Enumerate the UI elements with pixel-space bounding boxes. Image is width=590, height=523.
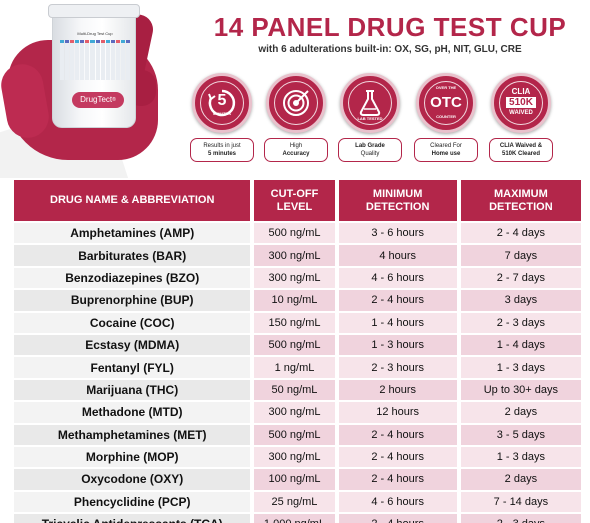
caption-accuracy: High Accuracy	[264, 138, 328, 162]
max-detection-cell: 3 - 5 days	[460, 424, 581, 445]
clia-seal-icon	[499, 81, 543, 125]
table-row: Tricyclic Antidepressants (TCA)1,000 ng/…	[14, 514, 581, 523]
cutoff-cell: 150 ng/mL	[254, 312, 335, 333]
drug-detection-table: DRUG NAME & ABBREVIATION CUT-OFF LEVEL M…	[10, 178, 585, 523]
min-detection-cell: 3 - 6 hours	[338, 223, 457, 244]
test-strips	[60, 40, 131, 80]
min-detection-cell: 4 - 6 hours	[338, 491, 457, 513]
cutoff-cell: 50 ng/mL	[254, 379, 335, 401]
table-row: Buprenorphine (BUP) 10 ng/mL 2 - 4 hours 3 …	[14, 290, 581, 311]
table-row: Benzodiazepines (BZO) 300 ng/mL 4 - 6 hour…	[14, 267, 581, 289]
table-row: Fentanyl (FYL) 1 ng/mL 2 - 3 hours 1 - 3 da…	[14, 357, 581, 378]
header-drug-name: DRUG NAME & ABBREVIATION	[14, 180, 251, 221]
table-row: Cocaine (COC) 150 ng/mL 1 - 4 hours 2 - 3 d…	[14, 312, 581, 333]
table-row: Oxycodone (OXY) 100 ng/mL 2 - 4 hours 2 day…	[14, 469, 581, 490]
test-cup-lid	[48, 4, 140, 18]
header-max-detection: MAXIMUM DETECTION	[460, 180, 581, 221]
drug-name-cell: Morphine (MOP)	[14, 446, 251, 468]
min-detection-cell: 2 - 4 hours	[338, 424, 457, 445]
drug-name-cell: Cocaine (COC)	[14, 312, 251, 333]
drug-name-cell: Barbiturates (BAR)	[14, 245, 251, 266]
table-row: Methamphetamines (MET) 500 ng/mL 2 - 4 hou…	[14, 424, 581, 445]
drug-name-cell: Methamphetamines (MET)	[14, 424, 251, 445]
max-detection-cell: 2 - 7 days	[460, 267, 581, 289]
table-row: Marijuana (THC) 50 ng/mL 2 hours Up to 30+ …	[14, 379, 581, 401]
drug-name-cell: Tricyclic Antidepressants (TCA)	[14, 514, 251, 523]
table-row: Barbiturates (BAR) 300 ng/mL 4 hours 7 days	[14, 245, 581, 266]
badge-5-minutes: 5 MINUTES	[192, 73, 252, 133]
min-detection-cell: 4 hours	[338, 245, 457, 266]
product-photo: Multi-Drug Test Cup DrugTect®	[0, 0, 175, 178]
page-title: 14 PANEL DRUG TEST CUP	[213, 12, 567, 42]
badge-lab-tested: LAB TESTED	[340, 73, 400, 133]
caption-5-minutes: Results in just 5 minutes	[190, 138, 254, 162]
table-row: Ecstasy (MDMA) 500 ng/mL 1 - 3 hours 1 - 4 …	[14, 334, 581, 356]
max-detection-cell: 7 - 14 days	[460, 491, 581, 513]
cutoff-cell: 500 ng/mL	[254, 334, 335, 356]
drug-name-cell: Ecstasy (MDMA)	[14, 334, 251, 356]
table-header-row: DRUG NAME & ABBREVIATION CUT-OFF LEVEL M…	[14, 180, 581, 221]
drug-name-cell: Phencyclidine (PCP)	[14, 491, 251, 513]
table-row: Amphetamines (AMP) 500 ng/mL 3 - 6 hours 2 …	[14, 223, 581, 244]
cutoff-cell: 500 ng/mL	[254, 424, 335, 445]
cutoff-cell: 300 ng/mL	[254, 446, 335, 468]
badge-otc: OVER THE OTC COUNTER	[416, 73, 476, 133]
caption-clia: CLIA Waived & 510K Cleared	[489, 138, 553, 162]
cutoff-cell: 300 ng/mL	[254, 245, 335, 266]
drug-name-cell: Fentanyl (FYL)	[14, 357, 251, 378]
cutoff-cell: 100 ng/mL	[254, 469, 335, 490]
otc-seal-icon	[424, 81, 468, 125]
timer-5-minutes-icon	[208, 89, 236, 117]
max-detection-cell: 2 - 3 days	[460, 514, 581, 523]
drug-name-cell: Benzodiazepines (BZO)	[14, 267, 251, 289]
max-detection-cell: 2 - 4 days	[460, 223, 581, 244]
min-detection-cell: 2 - 4 hours	[338, 446, 457, 468]
max-detection-cell: 1 - 3 days	[460, 357, 581, 378]
min-detection-cell: 2 - 4 hours	[338, 514, 457, 523]
min-detection-cell: 2 - 3 hours	[338, 357, 457, 378]
max-detection-cell: 2 days	[460, 469, 581, 490]
table-row: Phencyclidine (PCP) 25 ng/mL 4 - 6 hours 7 …	[14, 491, 581, 513]
drug-name-cell: Amphetamines (AMP)	[14, 223, 251, 244]
target-icon	[283, 90, 309, 116]
drug-name-cell: Methadone (MTD)	[14, 402, 251, 423]
caption-lab-grade: Lab Grade Quality	[338, 138, 402, 162]
caption-home-use: Cleared For Home use	[414, 138, 478, 162]
page-subtitle: with 6 adulterations built-in: OX, SG, p…	[258, 44, 522, 55]
cutoff-cell: 25 ng/mL	[254, 491, 335, 513]
min-detection-cell: 1 - 4 hours	[338, 312, 457, 333]
drug-name-cell: Oxycodone (OXY)	[14, 469, 251, 490]
min-detection-cell: 2 - 4 hours	[338, 469, 457, 490]
drug-name-cell: Marijuana (THC)	[14, 379, 251, 401]
cutoff-cell: 300 ng/mL	[254, 267, 335, 289]
max-detection-cell: 1 - 3 days	[460, 446, 581, 468]
max-detection-cell: 1 - 4 days	[460, 334, 581, 356]
brand-logo: DrugTect®	[72, 92, 124, 108]
min-detection-cell: 2 - 4 hours	[338, 290, 457, 311]
min-detection-cell: 4 - 6 hours	[338, 267, 457, 289]
drug-name-cell: Buprenorphine (BUP)	[14, 290, 251, 311]
max-detection-cell: 2 - 3 days	[460, 312, 581, 333]
cutoff-cell: 500 ng/mL	[254, 223, 335, 244]
max-detection-cell: Up to 30+ days	[460, 379, 581, 401]
cutoff-cell: 300 ng/mL	[254, 402, 335, 423]
max-detection-cell: 2 days	[460, 402, 581, 423]
badge-accuracy	[266, 73, 326, 133]
table-row: Methadone (MTD) 300 ng/mL 12 hours 2 days	[14, 402, 581, 423]
min-detection-cell: 2 hours	[338, 379, 457, 401]
badge-clia-510k: CLIA 510K WAIVED	[491, 73, 551, 133]
max-detection-cell: 7 days	[460, 245, 581, 266]
lab-flask-icon	[359, 90, 381, 116]
header-min-detection: MINIMUM DETECTION	[338, 180, 457, 221]
header-cutoff: CUT-OFF LEVEL	[254, 180, 335, 221]
table-row: Morphine (MOP) 300 ng/mL 2 - 4 hours 1 - 3 …	[14, 446, 581, 468]
cutoff-cell: 1,000 ng/mL	[254, 514, 335, 523]
cutoff-cell: 10 ng/mL	[254, 290, 335, 311]
min-detection-cell: 12 hours	[338, 402, 457, 423]
min-detection-cell: 1 - 3 hours	[338, 334, 457, 356]
test-cup-label: Multi-Drug Test Cup	[77, 31, 113, 36]
max-detection-cell: 3 days	[460, 290, 581, 311]
cutoff-cell: 1 ng/mL	[254, 357, 335, 378]
